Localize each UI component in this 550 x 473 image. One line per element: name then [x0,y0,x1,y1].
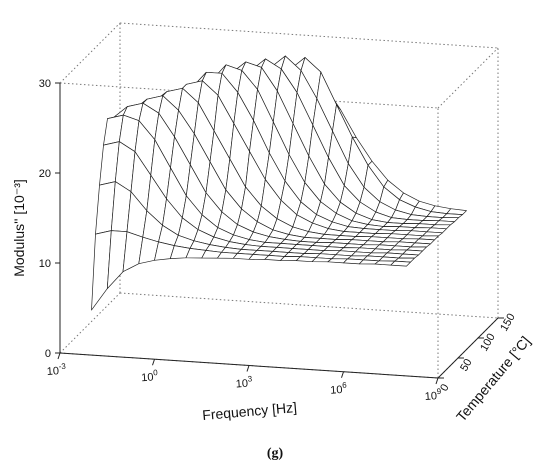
surface-mesh [91,55,467,311]
box-edge [119,292,499,319]
x-axis-title: Frequency [Hz] [202,399,298,423]
box-edge [437,47,499,109]
surface-cell [390,260,411,267]
x-tick-label: 106 [330,381,348,397]
z-tick-label: 10 [39,258,51,270]
x-tick-mark [152,359,155,366]
z-axis-title: Modulus'' [10⁻³] [11,179,27,277]
surface-cell [398,253,419,259]
y-axis-line [437,317,499,379]
z-tick-label: 20 [39,168,51,180]
y-tick-label: 150 [498,312,518,334]
x-tick-label: 100 [141,368,159,384]
surface-cell [422,231,443,237]
x-tick-mark [57,352,61,360]
x-tick-label: 10-3 [46,362,67,378]
box-edge [59,292,121,354]
z-tick-label: 0 [45,348,51,360]
y-tick-label: 50 [458,357,475,374]
y-axis-title: Temperature [°C] [453,333,533,424]
surface-cell [442,213,463,219]
surface-cell [410,242,431,248]
x-tick-mark [341,371,344,378]
x-tick-mark [435,377,439,385]
x-tick-label: 103 [235,374,253,390]
box-edge [59,22,121,84]
x-tick-mark [246,365,250,372]
x-tick-label: 109 [424,387,442,403]
box-edge [119,22,499,49]
y-tick-label: 0 [438,382,451,393]
surface-cell [434,220,455,226]
z-tick-label: 30 [39,78,51,90]
figure-caption: (g) [266,446,284,461]
